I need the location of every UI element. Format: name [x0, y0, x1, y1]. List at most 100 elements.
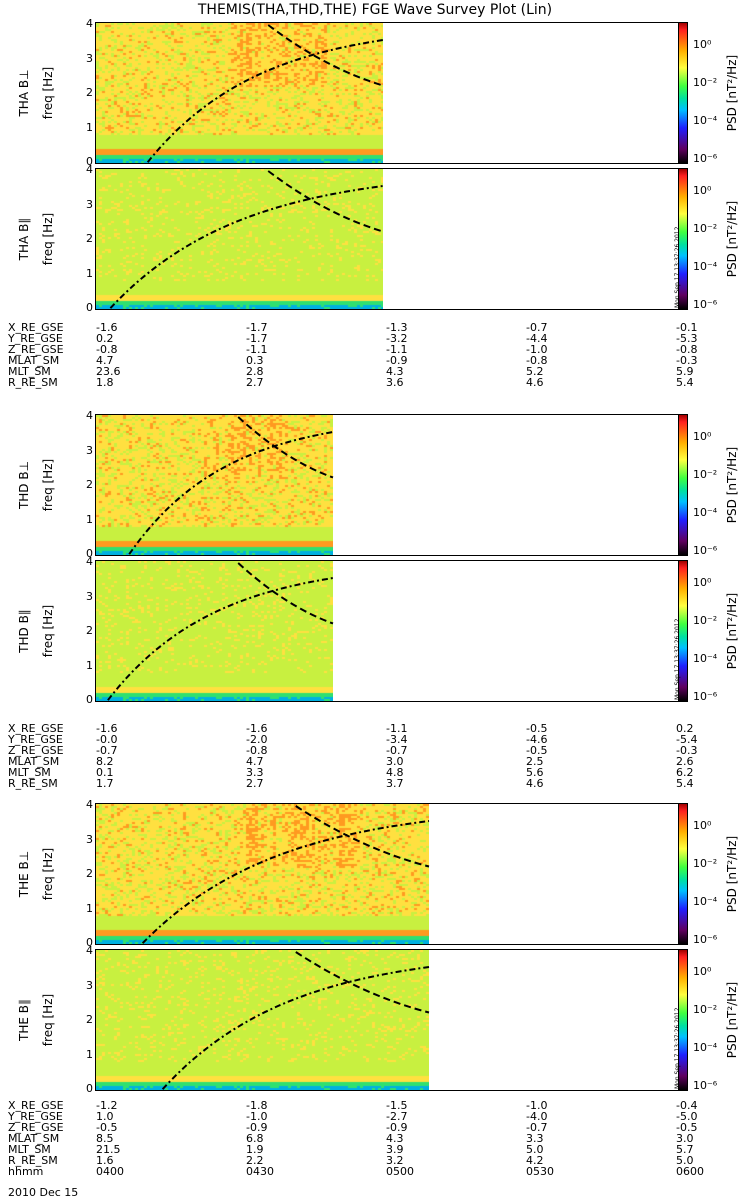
- panel-label: THA B⊥: [17, 69, 31, 117]
- freq-axis-label: freq [Hz]: [41, 66, 55, 120]
- freq-tick-label: 1: [86, 658, 93, 672]
- colorbar-tick-label: 10⁻⁴: [693, 506, 718, 519]
- ephemeris-label: X_RE_GSE: [8, 321, 64, 334]
- ephemeris-row: Y_RE_GSE -0.0 -2.0 -3.4 -4.6 -5.4: [8, 734, 708, 745]
- freq-tick-label: 4: [86, 409, 93, 422]
- colorbar-label: PSD [nT²/Hz]: [725, 835, 739, 913]
- timestamp-stamp: Mon Sep 17 13:37:26 2012: [674, 618, 681, 700]
- ephemeris-value: -0.8: [96, 343, 118, 356]
- ephemeris-value: 2.8: [246, 365, 264, 378]
- ephemeris-label: MLAT_SM: [8, 1132, 60, 1145]
- helium-gyrofrequency-curve: [267, 170, 384, 233]
- colorbar-tick-label: 10⁻⁴: [693, 895, 718, 908]
- colorbar-tick-label: 10⁰: [693, 576, 712, 589]
- freq-ticks: 0 1 2 3 4: [81, 409, 93, 560]
- freq-axis-label: freq [Hz]: [41, 847, 55, 901]
- helium-gyrofrequency-curve: [295, 805, 430, 868]
- colorbar-ticks: 10⁰ 10⁻² 10⁻⁴ 10⁻⁶: [693, 949, 733, 1092]
- ephemeris-table: X_RE_GSE -1.2 -1.8 -1.5 -1.0 -0.4 Y_RE_GSE 1.0-…: [8, 1100, 708, 1177]
- colorbar-tick-label: 10⁰: [693, 430, 712, 443]
- freq-tick-label: 1: [86, 901, 93, 915]
- freq-ticks: 0 1 2 3 4: [81, 555, 93, 706]
- freq-tick-label: 3: [86, 832, 93, 846]
- ephemeris-label: MLAT_SM: [8, 354, 60, 367]
- freq-tick-label: 1: [86, 1047, 93, 1061]
- spectrogram-panel: THE B∥ freq [Hz] 0 1 2 3 4 10⁰ 10⁻² 10⁻⁴ 10⁻⁶ PSD […: [17, 944, 739, 1095]
- spectrogram-image: [96, 23, 383, 163]
- ephemeris-value: -1.1: [386, 722, 408, 735]
- ephemeris-row: MLAT_SM 8.5 6.8 4.3 3.3 3.0: [8, 1133, 708, 1144]
- freq-tick-label: 3: [86, 51, 93, 65]
- ephemeris-row: MLAT_SM 8.2 4.7 3.0 2.5 2.6: [8, 756, 708, 767]
- colorbar-label: PSD [nT²/Hz]: [725, 446, 739, 524]
- proton-gyrofrequency-curve: [107, 577, 334, 701]
- colorbar-tick-label: 10⁻⁴: [693, 1041, 718, 1054]
- colorbar-label: PSD [nT²/Hz]: [725, 592, 739, 670]
- ephemeris-value: 4.8: [386, 766, 404, 779]
- ephemeris-value: -0.7: [526, 1121, 548, 1134]
- time-tick-label: 0600: [676, 1165, 704, 1178]
- ephemeris-value: 8.2: [96, 755, 114, 768]
- colorbar-ticks: 10⁰ 10⁻² 10⁻⁴ 10⁻⁶: [693, 560, 733, 703]
- ephemeris-value: 2.7: [246, 376, 264, 389]
- y-axis-label: THA B∥ freq [Hz]: [17, 168, 75, 310]
- freq-axis-label: freq [Hz]: [41, 458, 55, 512]
- time-axis-label: hhmm: [8, 1165, 44, 1178]
- colorbar-tick-label: 10⁻²: [693, 857, 718, 870]
- colorbar-tick-label: 10⁻⁶: [693, 152, 718, 165]
- ephemeris-value: -2.0: [246, 733, 268, 746]
- ephemeris-value: -3.2: [386, 332, 408, 345]
- ephemeris-value: -0.5: [526, 722, 548, 735]
- ephemeris-value: 4.2: [526, 1154, 544, 1167]
- ephemeris-row: R_RE_SM 1.7 2.7 3.7 4.6 5.4: [8, 778, 708, 789]
- freq-tick-label: 2: [86, 232, 93, 245]
- ephemeris-row: X_RE_GSE -1.6 -1.7 -1.3 -0.7 -0.1: [8, 322, 708, 333]
- proton-gyrofrequency-curve: [141, 820, 430, 944]
- ephemeris-value: -1.0: [526, 343, 548, 356]
- freq-tick-label: 1: [86, 266, 93, 280]
- freq-axis-label: freq [Hz]: [41, 993, 55, 1047]
- y-axis-label: THE B⊥ freq [Hz]: [17, 803, 75, 945]
- ephemeris-value: 4.7: [246, 755, 264, 768]
- colorbar-tick-label: 10⁻²: [693, 1003, 718, 1016]
- ephemeris-value: -4.4: [526, 332, 548, 345]
- ephemeris-label: MLAT_SM: [8, 755, 60, 768]
- ephemeris-value: -2.7: [386, 1110, 408, 1123]
- colorbar-tick-label: 10⁻⁶: [693, 1079, 718, 1092]
- colorbar-ticks: 10⁰ 10⁻² 10⁻⁴ 10⁻⁶: [693, 168, 733, 311]
- freq-tick-label: 3: [86, 197, 93, 211]
- ephemeris-value: -0.9: [386, 354, 408, 367]
- ephemeris-value: 1.6: [96, 1154, 114, 1167]
- chart-title: THEMIS(THA,THD,THE) FGE Wave Survey Plot…: [197, 2, 553, 18]
- ephemeris-value: -1.6: [246, 722, 268, 735]
- spectrogram-image: [96, 561, 333, 701]
- ephemeris-label: X_RE_GSE: [8, 1099, 64, 1112]
- ephemeris-row: R_RE_SM 1.8 2.7 3.6 4.6 5.4: [8, 377, 708, 388]
- freq-tick-label: 0: [86, 1082, 93, 1095]
- colorbar-tick-label: 10⁻²: [693, 76, 718, 89]
- panel-label: THE B⊥: [17, 850, 31, 898]
- plot-area: [95, 803, 680, 945]
- ephemeris-value: 3.7: [386, 777, 404, 790]
- panel-label: THE B∥: [17, 999, 31, 1041]
- ephemeris-value: -0.8: [676, 343, 698, 356]
- freq-ticks: 0 1 2 3 4: [81, 944, 93, 1095]
- ephemeris-value: -0.4: [676, 1099, 698, 1112]
- ephemeris-value: -1.7: [246, 332, 268, 345]
- ephemeris-label: Z_RE_GSE: [8, 744, 64, 757]
- plot-area: [95, 949, 680, 1091]
- panel-label: THD B⊥: [17, 460, 31, 510]
- ephemeris-label: R_RE_SM: [8, 376, 58, 389]
- spectrogram-panel: THD B∥ freq [Hz] 0 1 2 3 4 10⁰ 10⁻² 10⁻⁴ 10⁻⁶ PSD […: [17, 555, 739, 706]
- freq-tick-label: 4: [86, 944, 93, 957]
- colorbar-tick-label: 10⁻⁴: [693, 260, 718, 273]
- timestamp-stamp: Mon Sep 17 13:37:26 2012: [674, 1007, 681, 1089]
- freq-tick-label: 2: [86, 1013, 93, 1026]
- spectrogram-panel: THA B∥ freq [Hz] 0 1 2 3 4 10⁰ 10⁻² 10⁻⁴ 10⁻⁶ PSD […: [17, 163, 739, 314]
- freq-axis-label: freq [Hz]: [41, 604, 55, 658]
- ephemeris-value: 1.8: [96, 376, 114, 389]
- ephemeris-table: X_RE_GSE -1.6 -1.7 -1.3 -0.7 -0.1 Y_RE_GSE 0.2-…: [8, 322, 708, 388]
- freq-tick-label: 0: [86, 693, 93, 706]
- ephemeris-value: -4.6: [526, 733, 548, 746]
- y-axis-label: THD B⊥ freq [Hz]: [17, 414, 75, 556]
